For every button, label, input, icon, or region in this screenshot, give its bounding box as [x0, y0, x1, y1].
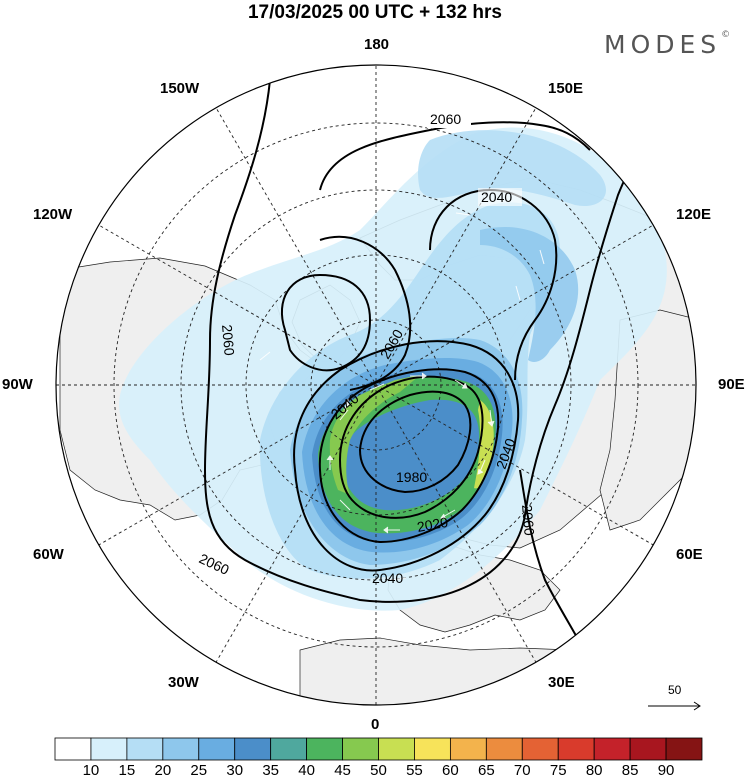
colorbar-tick-label: 85 [621, 762, 639, 779]
colorbar-swatch [485, 737, 523, 761]
colorbar-tick-label: 30 [226, 762, 244, 779]
colorbar-swatch [306, 737, 343, 761]
colorbar-swatch [198, 737, 236, 761]
colorbar-swatch [126, 737, 164, 761]
wind-arrow [487, 409, 495, 427]
contour-2060-outer [203, 79, 651, 603]
lon-label-150e: 150E [548, 80, 584, 97]
shade-east-plume [480, 226, 579, 362]
colorbar-tick-label: 50 [370, 762, 387, 779]
contour-label: 2040 [481, 189, 512, 205]
wind-arrow [369, 383, 385, 391]
contour-label: 2020 [416, 514, 450, 535]
lon-label-60e: 60E [676, 546, 703, 563]
colorbar-tick-label: 55 [406, 762, 423, 779]
colorbar-swatch [629, 737, 667, 761]
map-border [55, 64, 697, 706]
lon-label-120w: 120W [33, 206, 73, 223]
lon-label-180: 180 [364, 36, 390, 53]
colorbar-tick-label: 20 [154, 762, 172, 779]
wind-arrow [477, 459, 486, 475]
contour-label: 2060 [219, 324, 238, 357]
colorbar-swatch [557, 737, 595, 761]
brand-logo: MODES© [604, 30, 730, 59]
wind-arrow [455, 212, 471, 216]
colorbar-swatch [378, 737, 415, 761]
contour-2040-main [293, 340, 520, 572]
colorbar-tick-label: 90 [657, 762, 675, 779]
colorbar-tick-label: 45 [334, 762, 351, 779]
colorbar-tick-label: 15 [118, 762, 136, 779]
wind-arrow [454, 379, 468, 389]
colorbar-swatch [593, 737, 631, 761]
colorbar-tick-label: 75 [549, 762, 567, 779]
colorbar-tick-label: 70 [513, 762, 531, 779]
wind-arrow [389, 577, 407, 581]
colorbar-swatch [665, 737, 703, 761]
graticule [56, 65, 696, 705]
map-disc: 2060 2040 2060 2060 2040 2040 1980 2020 … [56, 65, 696, 705]
contour-label: 2060 [430, 111, 461, 127]
colorbar-swatch [54, 737, 92, 761]
contour-1980 [358, 390, 472, 494]
colorbar-swatch [270, 737, 308, 761]
colorbar-swatch [342, 737, 379, 761]
colorbar-tick-label: 60 [442, 762, 459, 779]
wind-arrow [539, 249, 545, 265]
lon-label-30e: 30E [548, 674, 575, 691]
colorbar [54, 737, 703, 761]
contour-2060-mid [319, 235, 412, 391]
wind-arrow [515, 285, 521, 301]
lon-label-0: 0 [371, 716, 380, 733]
colorbar-tick-label: 35 [262, 762, 279, 779]
polar-map: 2060 2040 2060 2060 2040 2040 1980 2020 … [55, 64, 701, 711]
brand-name: MODES [604, 30, 722, 59]
colorbar-ticks: 10 15 20 25 30 35 40 45 50 55 60 65 70 75 80 85 90 [0, 762, 750, 782]
map-title: 17/03/2025 00 UTC + 132 hrs [247, 2, 503, 23]
contour-2060-loop [280, 273, 372, 372]
wind-arrow [259, 351, 271, 361]
contour-2000 [338, 375, 484, 519]
contour-label: 2060 [519, 504, 538, 537]
copyright-mark: © [721, 30, 731, 40]
wind-arrow [339, 398, 350, 421]
colorbar-tick-label: 40 [298, 762, 315, 779]
colorbar-tick-label: 65 [477, 762, 495, 779]
contour-2040-north [429, 188, 558, 381]
lon-label-150w: 150W [160, 80, 200, 97]
colorbar-tick-label: 25 [190, 762, 208, 779]
reference-vector [648, 701, 701, 711]
reference-vector-label: 50 [668, 683, 682, 697]
wind-arrow [440, 509, 456, 520]
contour-label: 2040 [372, 570, 403, 586]
wind-arrow [339, 499, 351, 511]
wind-vectors [259, 212, 545, 581]
shade-45-50 [329, 375, 420, 495]
wind-arrow [410, 372, 427, 380]
lon-label-90w: 90W [2, 376, 33, 393]
wind-arrow [326, 455, 334, 470]
lon-label-120e: 120E [676, 206, 712, 223]
colorbar-swatch [90, 737, 128, 761]
colorbar-swatch [521, 737, 559, 761]
lon-label-60w: 60W [33, 546, 64, 563]
latitude-circle-60 [180, 189, 572, 581]
colorbar-swatch [449, 737, 487, 761]
shade-north-plume [418, 130, 606, 206]
lon-label-90e: 90E [718, 376, 745, 393]
contour-2020 [318, 368, 500, 544]
contour-label: 1980 [396, 469, 427, 485]
meridian-120 [89, 219, 663, 551]
colorbar-swatch [162, 737, 200, 761]
wind-arrow [383, 526, 400, 534]
colorbar-swatch [234, 737, 272, 761]
lon-label-30w: 30W [168, 674, 199, 691]
colorbar-swatch [414, 737, 451, 761]
colorbar-tick-label: 80 [585, 762, 603, 779]
colorbar-tick-label: 10 [82, 762, 100, 779]
